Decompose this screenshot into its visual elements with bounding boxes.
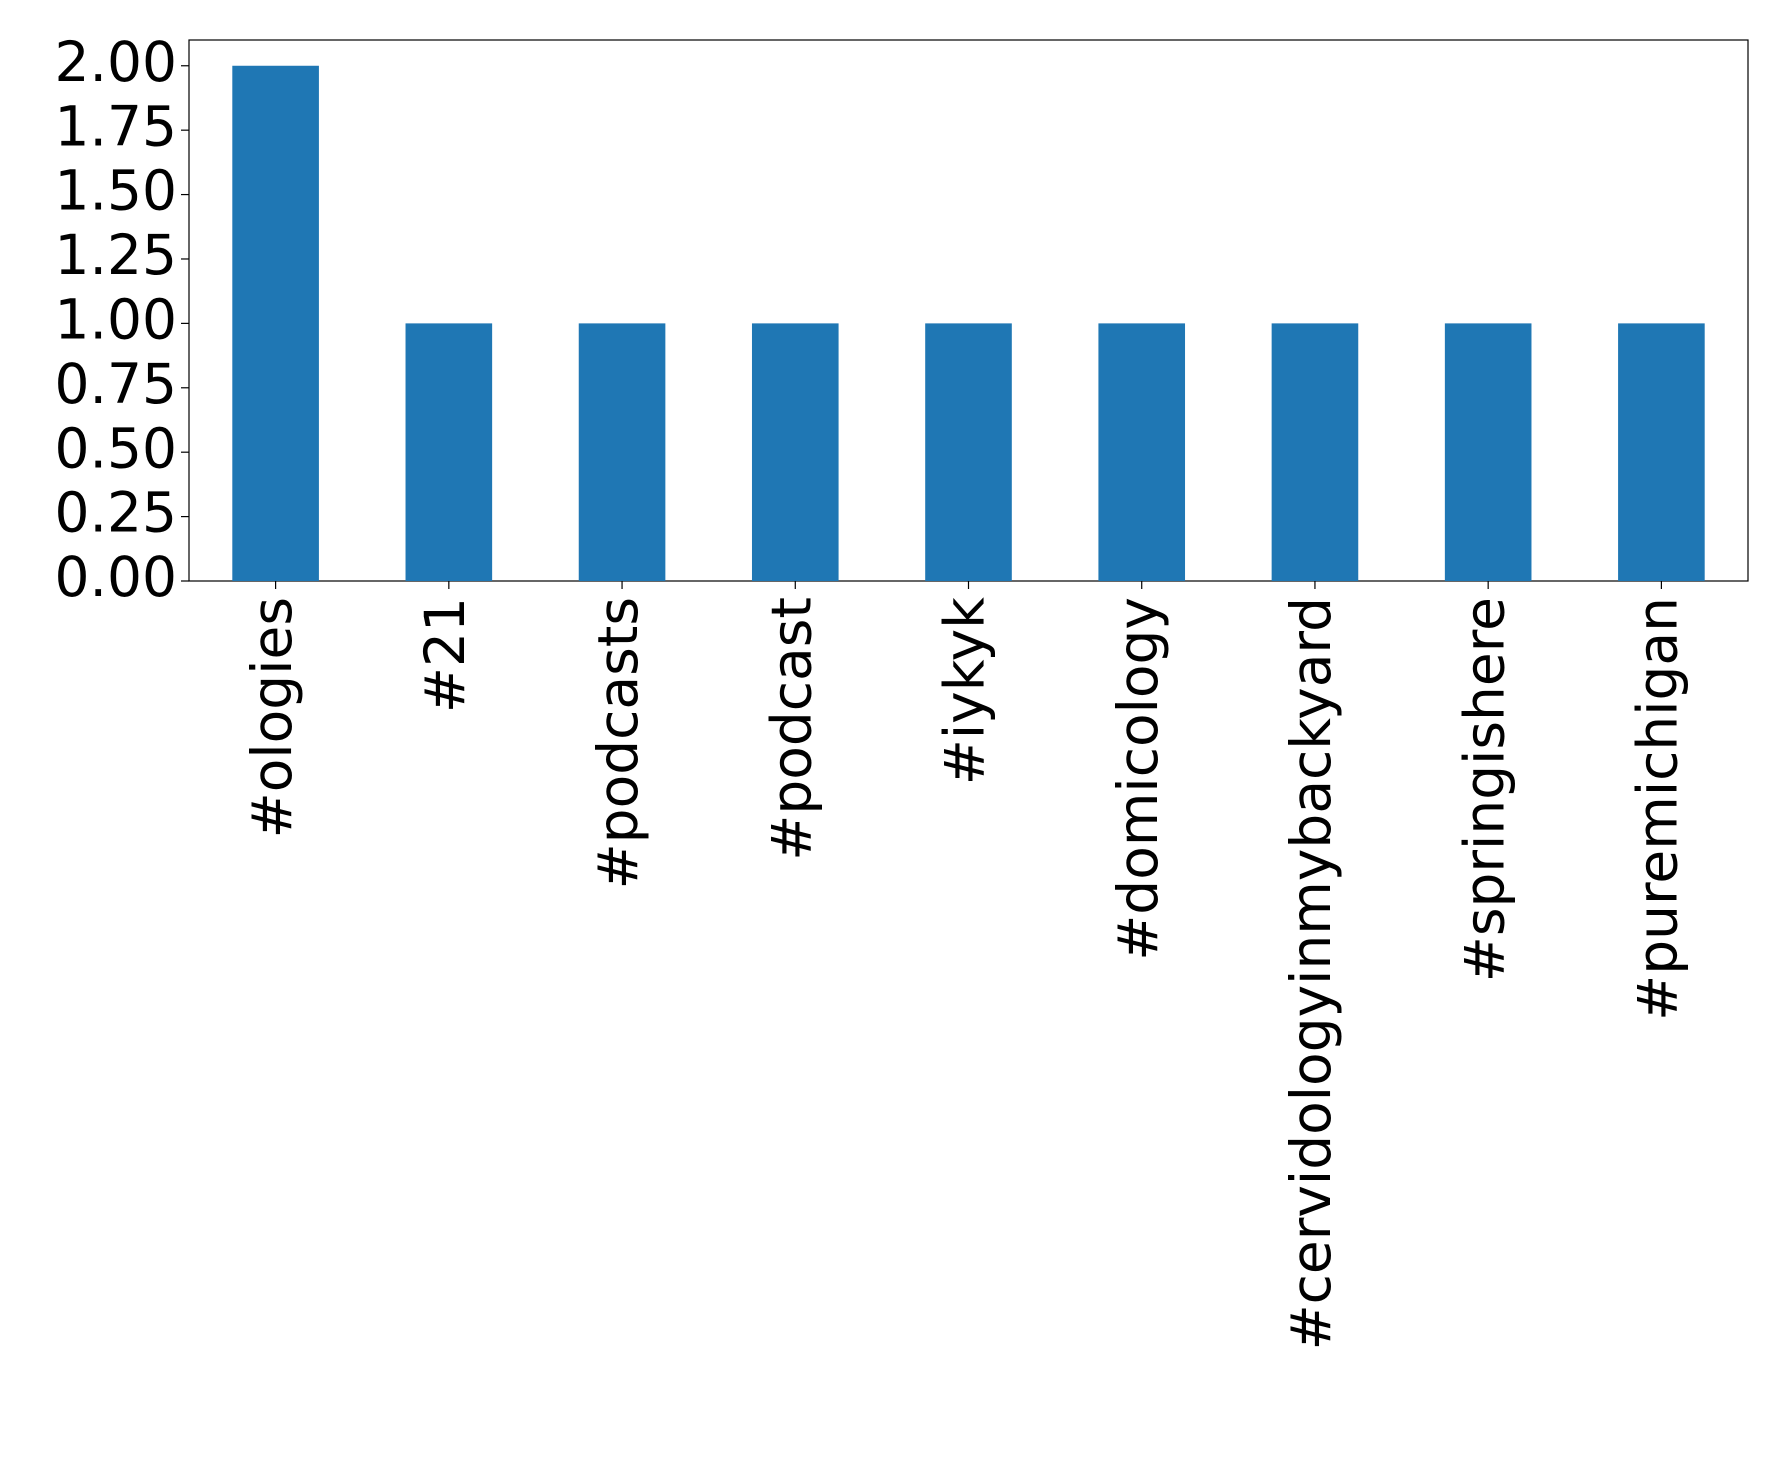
bar: [1618, 323, 1705, 581]
bar: [925, 323, 1012, 581]
y-tick-label: 1.50: [55, 159, 177, 223]
y-tick-label: 0.00: [55, 545, 177, 609]
x-tick-label: #21: [413, 597, 477, 713]
x-tick-label: #podcast: [759, 597, 823, 861]
x-tick-label: #iykyk: [933, 597, 997, 785]
y-tick-label: 0.50: [55, 416, 177, 480]
x-tick-label: #puremichigan: [1626, 597, 1690, 1021]
bar: [751, 323, 839, 581]
x-tick-label: #springishere: [1452, 597, 1516, 982]
bar: [405, 323, 493, 581]
y-tick-label: 1.75: [55, 94, 177, 158]
x-tick-label: #ologies: [240, 597, 304, 838]
y-tick-label: 0.25: [55, 481, 177, 545]
y-tick-label: 1.25: [55, 223, 177, 287]
x-tick-label: #cervidologyinmybackyard: [1279, 597, 1343, 1350]
bar: [232, 65, 319, 581]
y-tick-label: 2.00: [55, 30, 177, 94]
bar: [1271, 323, 1359, 581]
y-tick-label: 0.75: [55, 352, 177, 416]
bar: [1444, 323, 1532, 581]
x-tick-label: #domicology: [1106, 597, 1170, 961]
x-tick-label: #podcasts: [586, 597, 650, 889]
y-tick-label: 1.00: [55, 288, 177, 352]
bar: [1098, 323, 1186, 581]
bar: [578, 323, 666, 581]
